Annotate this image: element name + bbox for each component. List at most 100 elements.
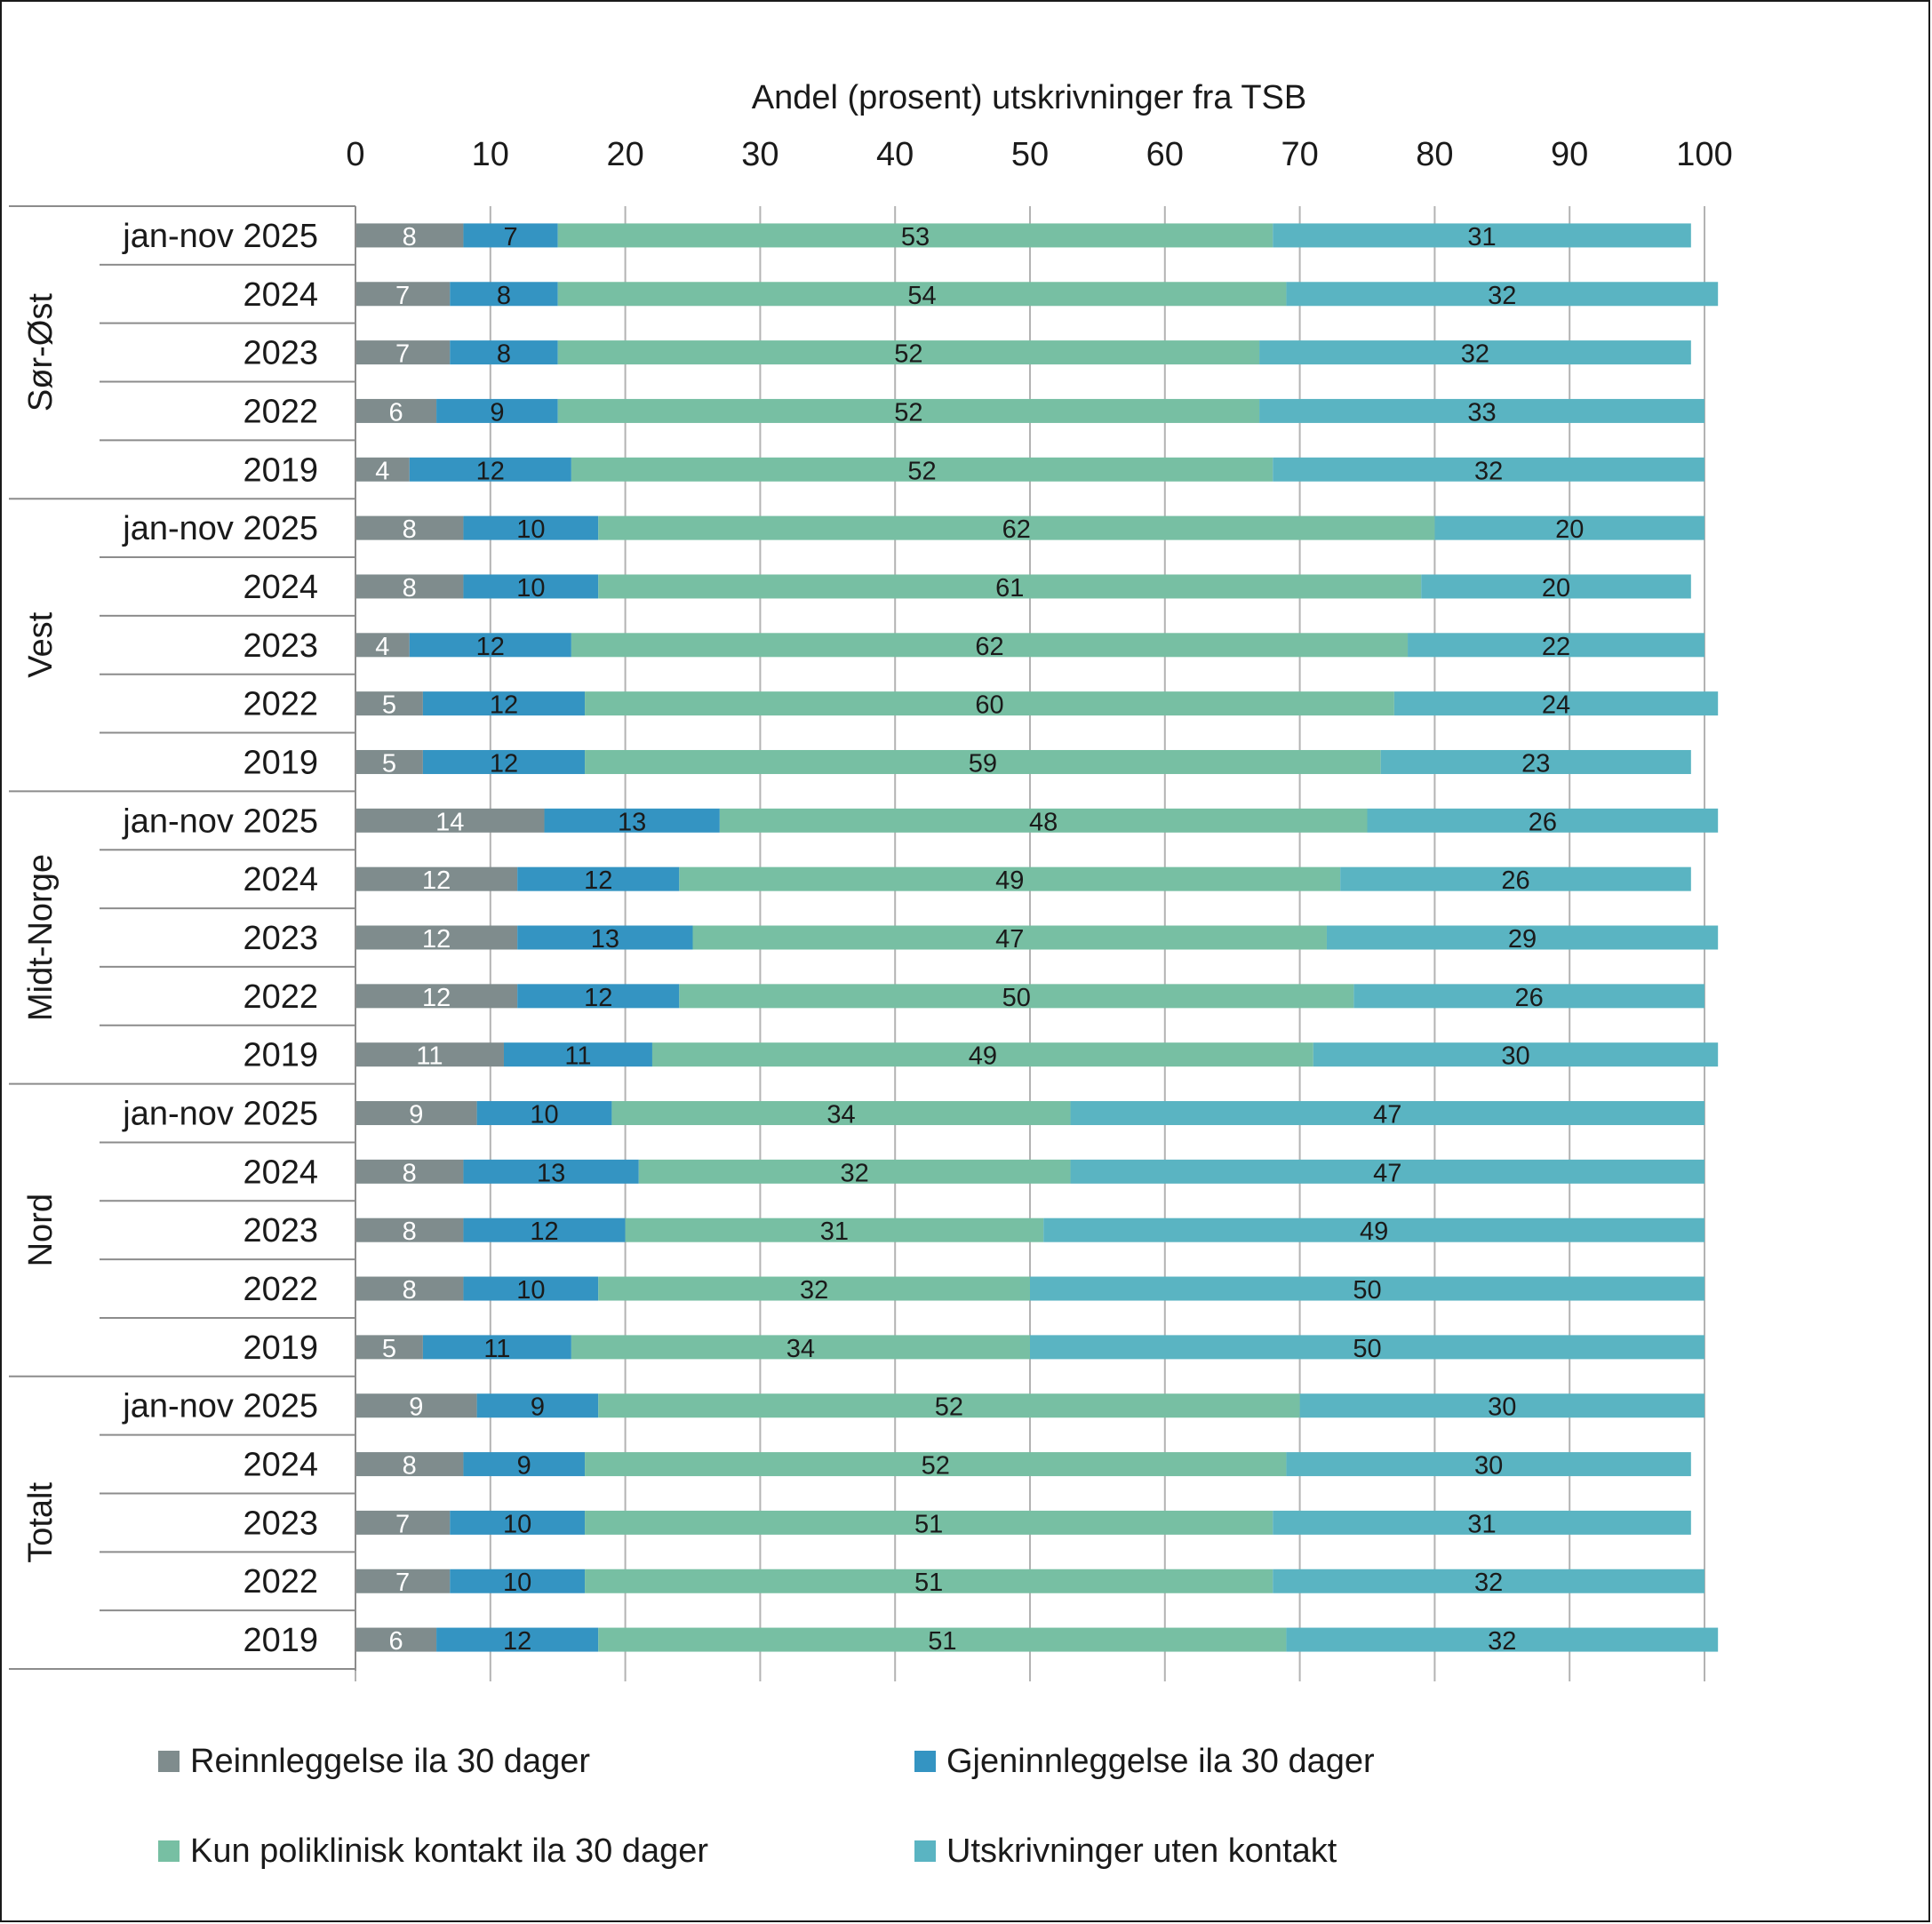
bar-segment bbox=[1326, 925, 1719, 950]
data-label: 12 bbox=[530, 1217, 558, 1246]
data-label: 30 bbox=[1501, 1042, 1529, 1071]
bar-segment bbox=[422, 691, 586, 716]
bar-segment bbox=[585, 1569, 1273, 1593]
data-label: 11 bbox=[483, 1335, 510, 1363]
category-labels: jan-nov 2025 2024 2023 2022 2019 Sør-Øst jan-n… bbox=[22, 218, 318, 1659]
data-label: 5 bbox=[382, 691, 396, 720]
x-tick-label: 50 bbox=[1011, 136, 1049, 173]
bar-segment bbox=[598, 1276, 1030, 1301]
data-label: 7 bbox=[395, 1569, 410, 1597]
data-label: 30 bbox=[1474, 1452, 1503, 1481]
bar-segment bbox=[1421, 574, 1691, 599]
data-label: 61 bbox=[995, 574, 1024, 603]
x-tick-label: 40 bbox=[876, 136, 914, 173]
bar-segment bbox=[355, 515, 464, 540]
bar-segment bbox=[1340, 866, 1691, 891]
data-label: 12 bbox=[584, 866, 612, 895]
bar-segment bbox=[598, 574, 1422, 599]
bar-segment bbox=[1393, 691, 1719, 716]
bar-segment bbox=[355, 1335, 423, 1360]
x-tick-label: 60 bbox=[1146, 136, 1184, 173]
data-label: 5 bbox=[382, 1335, 396, 1363]
data-label: 13 bbox=[618, 808, 646, 836]
bar-segment bbox=[557, 223, 1273, 248]
data-label: 8 bbox=[403, 1452, 417, 1481]
data-label: 12 bbox=[476, 633, 505, 661]
data-label: 26 bbox=[1515, 984, 1544, 1012]
bar-segment bbox=[355, 1569, 451, 1593]
data-label: 52 bbox=[894, 340, 922, 369]
bar-segment bbox=[355, 457, 410, 482]
bar-segment bbox=[1273, 457, 1704, 482]
row-label: 2023 bbox=[243, 335, 318, 372]
row-label: 2023 bbox=[243, 1212, 318, 1249]
bar-segment bbox=[355, 340, 451, 365]
data-label: 22 bbox=[1542, 633, 1570, 661]
bar-segment bbox=[517, 984, 680, 1009]
data-label: 47 bbox=[1373, 1159, 1401, 1187]
data-label: 52 bbox=[935, 1393, 963, 1422]
bar-segment bbox=[585, 749, 1381, 774]
data-label: 51 bbox=[914, 1569, 943, 1597]
data-label: 52 bbox=[894, 398, 922, 427]
bar-segment bbox=[571, 633, 1409, 658]
row-label: 2023 bbox=[243, 920, 318, 957]
bar-segment bbox=[476, 1101, 612, 1126]
group-label: Nord bbox=[22, 1194, 60, 1266]
data-label: 32 bbox=[800, 1276, 828, 1305]
row-label: 2023 bbox=[243, 627, 318, 665]
data-label: 13 bbox=[591, 925, 619, 954]
data-label: 34 bbox=[786, 1335, 815, 1363]
data-label: 29 bbox=[1508, 925, 1537, 954]
legend: Reinnleggelse ila 30 dager Gjeninnleggels… bbox=[158, 1743, 1375, 1870]
legend-swatch bbox=[914, 1751, 936, 1772]
bar-segment bbox=[355, 866, 518, 891]
bar-segment bbox=[679, 866, 1341, 891]
bar-segment bbox=[355, 1042, 504, 1067]
data-label: 62 bbox=[1002, 515, 1031, 544]
row-label: 2024 bbox=[243, 276, 318, 314]
row-label: 2022 bbox=[243, 686, 318, 723]
row-label: 2019 bbox=[243, 451, 318, 489]
bar-segment bbox=[355, 574, 464, 599]
axes bbox=[9, 205, 356, 1671]
row-label: 2022 bbox=[243, 978, 318, 1016]
bar-segment bbox=[450, 1510, 586, 1535]
bar-segment bbox=[463, 1452, 586, 1477]
group-label: Totalt bbox=[22, 1482, 60, 1563]
data-label: 8 bbox=[403, 1276, 417, 1305]
data-label: 52 bbox=[907, 457, 936, 485]
bar-segment bbox=[355, 749, 423, 774]
group-label: Vest bbox=[22, 611, 60, 677]
bar-segment bbox=[557, 398, 1260, 423]
bar-segment bbox=[355, 925, 518, 950]
group-label: Sør-Øst bbox=[22, 293, 60, 411]
data-label: 6 bbox=[388, 1627, 403, 1656]
row-label: jan-nov 2025 bbox=[122, 218, 318, 255]
bar-segment bbox=[1030, 1276, 1704, 1301]
bar-segment bbox=[476, 1393, 599, 1418]
bar-segment bbox=[450, 340, 558, 365]
legend-label: Utskrivninger uten kontakt bbox=[946, 1832, 1337, 1870]
data-label: 49 bbox=[995, 866, 1024, 895]
data-label: 5 bbox=[382, 749, 396, 778]
data-label: 4 bbox=[375, 457, 389, 485]
data-label: 7 bbox=[395, 1510, 410, 1538]
bar-segment bbox=[1313, 1042, 1719, 1067]
data-label: 12 bbox=[584, 984, 612, 1012]
bar-segment bbox=[436, 398, 558, 423]
bar-segment bbox=[409, 457, 571, 482]
data-label: 32 bbox=[1474, 457, 1503, 485]
bar-segment bbox=[1273, 223, 1691, 248]
x-tick-label: 20 bbox=[606, 136, 643, 173]
bar-segment bbox=[571, 457, 1273, 482]
bar-segment bbox=[463, 515, 599, 540]
x-tick-label: 70 bbox=[1281, 136, 1318, 173]
data-label: 49 bbox=[1360, 1217, 1388, 1246]
bar-segment bbox=[557, 340, 1260, 365]
bar-segment bbox=[355, 1627, 437, 1652]
bar-segment bbox=[1286, 1627, 1719, 1652]
data-label: 49 bbox=[969, 1042, 997, 1071]
data-label: 12 bbox=[422, 984, 451, 1012]
